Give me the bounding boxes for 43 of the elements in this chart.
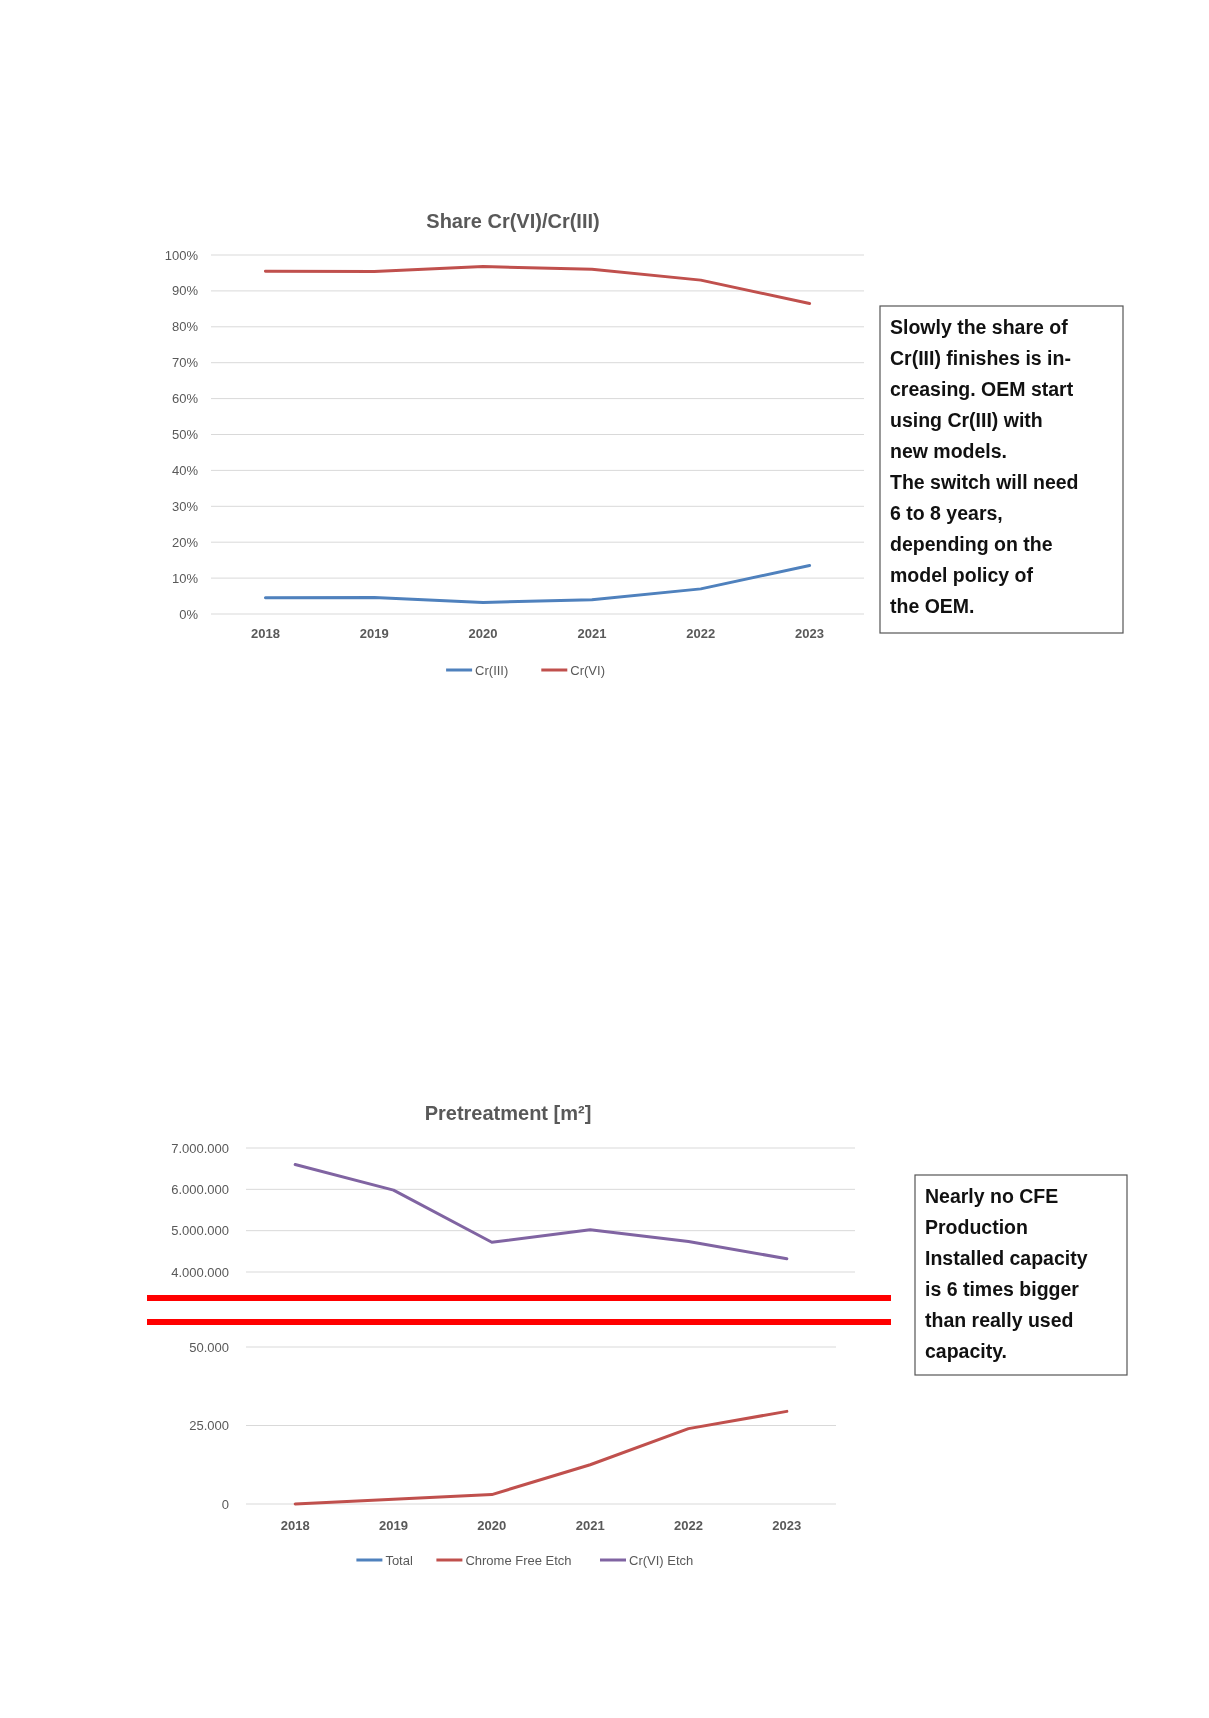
y-tick-label: 30% — [171, 498, 199, 514]
y-tick-label: 50% — [171, 427, 199, 443]
y-tick-label: 6.000.000 — [171, 1181, 229, 1197]
chart-title: Share Cr(VI)/Cr(III) — [426, 210, 600, 232]
legend-label: Cr(III) — [475, 662, 509, 678]
y-tick-label: 7.000.000 — [171, 1140, 229, 1156]
legend-label: Cr(VI) — [570, 662, 605, 678]
y-tick-label: 100% — [164, 247, 199, 263]
y-tick-label: 40% — [171, 462, 199, 478]
x-tick-label: 2022 — [686, 626, 716, 641]
y-tick-label: 80% — [171, 319, 199, 335]
y-tick-label: 60% — [171, 391, 199, 407]
y-tick-label: 25.000 — [189, 1418, 229, 1434]
y-tick-label: 5.000.000 — [171, 1223, 229, 1239]
text: Nearly no CFE Production Installed capacity is 6 times bigger than really used capacity. — [925, 1185, 1088, 1362]
line-series — [263, 564, 812, 605]
x-tick-label: 2022 — [674, 1518, 703, 1533]
y-tick-label: 0 — [221, 1496, 229, 1512]
x-tick-label: 2020 — [477, 1518, 507, 1533]
line-series — [293, 1409, 789, 1506]
y-tick-label: 90% — [171, 283, 199, 299]
x-tick-label: 2023 — [795, 626, 825, 641]
x-tick-label: 2021 — [575, 1518, 605, 1533]
y-tick-label: 4.000.000 — [171, 1264, 229, 1280]
x-tick-label: 2023 — [772, 1518, 802, 1533]
legend-label: Total — [385, 1552, 413, 1568]
x-tick-label: 2018 — [280, 1518, 310, 1533]
legend-label: Chrome Free Etch — [465, 1552, 572, 1568]
x-tick-label: 2019 — [379, 1518, 408, 1533]
y-tick-label: 10% — [171, 570, 199, 586]
line-series — [293, 1163, 789, 1261]
x-tick-label: 2020 — [468, 626, 498, 641]
y-tick-label: 0% — [179, 606, 199, 622]
text: Cr(VI) Etch — [629, 1552, 694, 1568]
text: Slowly the share of Cr(III) finishes is in- creasing. OEM start using Cr(III) with new models. The switch will need 6 to 8 years, depending on the model policy of the OEM. — [890, 316, 1079, 617]
x-tick-label: 2021 — [577, 626, 607, 641]
x-tick-label: 2019 — [359, 626, 389, 641]
y-tick-label: 50.000 — [189, 1339, 229, 1355]
chart-title: Pretreatment [m²] — [424, 1102, 592, 1124]
y-tick-label: 20% — [171, 534, 199, 550]
y-tick-label: 70% — [171, 355, 199, 371]
line-series — [263, 264, 812, 305]
x-tick-label: 2018 — [250, 626, 280, 641]
